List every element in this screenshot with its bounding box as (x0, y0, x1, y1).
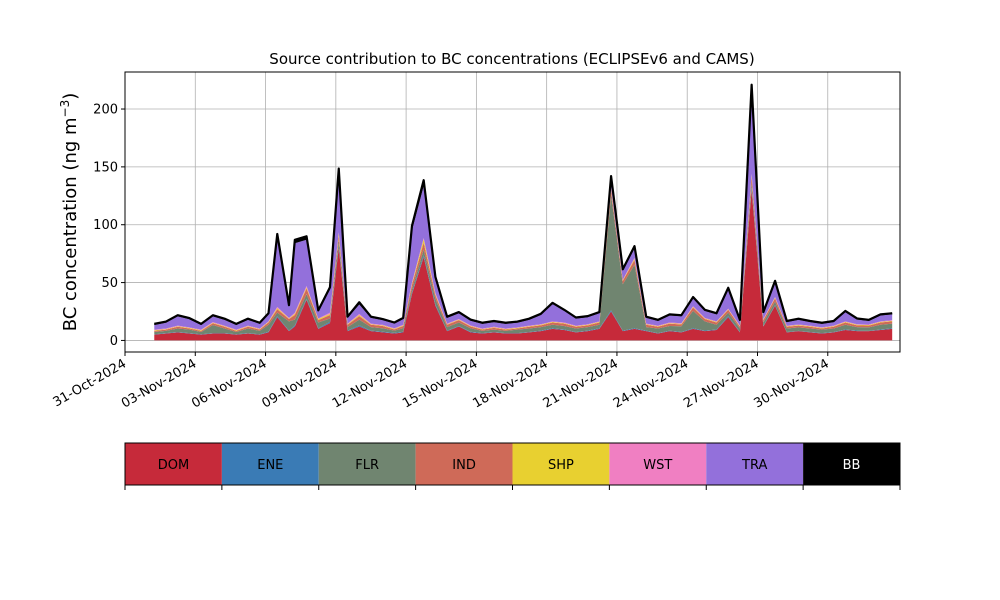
x-tick-label: 15-Nov-2024 (400, 356, 480, 411)
axes (124, 71, 901, 353)
legend-label-bb: BB (843, 458, 861, 473)
x-tick-label: 18-Nov-2024 (470, 356, 550, 411)
legend-swatch-flr (318, 443, 416, 485)
legend-swatch-bb (803, 443, 900, 485)
x-tick-label: 09-Nov-2024 (260, 356, 340, 411)
area-bb (154, 84, 893, 326)
y-tick-label: 0 (110, 334, 118, 349)
x-tick-label: 03-Nov-2024 (119, 356, 199, 411)
y-axis-ticks: 0 50 100 150 200 (93, 103, 125, 349)
x-tick-label: 31-Oct-2024 (51, 356, 129, 410)
y-tick-label: 200 (93, 103, 118, 118)
y-tick-label: 150 (93, 160, 118, 175)
legend-label-ind: IND (452, 458, 476, 473)
y-axis-label: BC concentration (ng m−3) (58, 93, 81, 332)
total-outline (154, 83, 893, 325)
x-axis-ticks: 31-Oct-202403-Nov-202406-Nov-202409-Nov-… (51, 352, 832, 411)
x-tick-label: 06-Nov-2024 (189, 356, 269, 411)
x-tick-label: 24-Nov-2024 (611, 356, 691, 411)
legend-swatch-tra (706, 443, 804, 485)
legend-label-dom: DOM (158, 458, 189, 473)
legend-swatch-dom (125, 443, 222, 485)
legend-label-ene: ENE (257, 458, 283, 473)
legend: DOM ENE FLR IND SHP WST TRA BB (124, 442, 901, 490)
x-tick-label: 30-Nov-2024 (751, 356, 831, 411)
x-tick-label: 12-Nov-2024 (330, 356, 410, 411)
chart-title: Source contribution to BC concentrations… (269, 50, 754, 68)
legend-label-flr: FLR (355, 458, 379, 473)
legend-label-wst: WST (643, 458, 672, 473)
y-tick-label: 100 (93, 218, 118, 233)
y-axis-label-unit-sup: −3 (58, 100, 72, 118)
y-axis-label-close: ) (60, 93, 81, 100)
y-tick-label: 50 (101, 276, 118, 291)
area-dom (154, 190, 893, 341)
stacked-areas (154, 83, 893, 341)
x-tick-label: 21-Nov-2024 (541, 356, 621, 411)
legend-label-shp: SHP (548, 458, 574, 473)
x-tick-label: 27-Nov-2024 (681, 356, 761, 411)
legend-swatch-shp (512, 443, 610, 485)
area-tra (154, 92, 893, 330)
plot-frame (124, 71, 901, 353)
legend-swatch-wst (609, 443, 707, 485)
legend-swatch-ind (415, 443, 513, 485)
y-axis-label-text: BC concentration (ng m (60, 117, 81, 331)
legend-label-tra: TRA (741, 458, 767, 473)
legend-swatch-ene (221, 443, 319, 485)
